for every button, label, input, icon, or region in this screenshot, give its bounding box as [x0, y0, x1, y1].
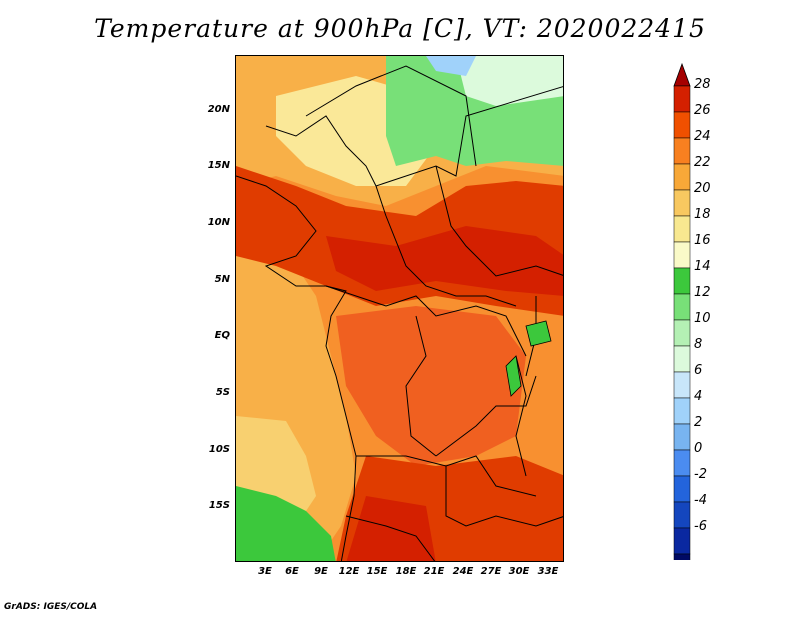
colorbar-swatch — [673, 527, 691, 555]
lat-label: EQ — [214, 330, 230, 341]
colorbar-label: 14 — [694, 259, 711, 274]
colorbar-label: 4 — [694, 389, 703, 404]
lon-label: 15E — [366, 566, 388, 577]
colorbar-swatch — [673, 371, 691, 399]
colorbar-swatch — [673, 85, 691, 113]
temperature-map — [235, 55, 564, 562]
colorbar-swatch — [673, 501, 691, 529]
colorbar-label: 28 — [694, 77, 711, 92]
colorbar-swatch — [673, 475, 691, 503]
colorbar — [673, 62, 691, 560]
colorbar-swatch — [673, 293, 691, 321]
footer-credit: GrADS: IGES/COLA — [4, 602, 98, 612]
colorbar-top-arrow — [673, 62, 691, 87]
colorbar-swatch — [673, 215, 691, 243]
political-borders — [236, 65, 563, 561]
colorbar-swatch — [673, 553, 691, 560]
colorbar-label: 22 — [694, 155, 711, 170]
northeast-pale-zone — [456, 56, 563, 106]
lon-label: 18E — [395, 566, 417, 577]
colorbar-label: 26 — [694, 103, 711, 118]
colorbar-swatch — [673, 137, 691, 165]
colorbar-swatch — [673, 319, 691, 347]
lon-label: 30E — [508, 566, 530, 577]
lat-label: 20N — [207, 104, 230, 115]
colorbar-label: 16 — [694, 233, 711, 248]
colorbar-swatch — [673, 163, 691, 191]
lat-label: 15S — [208, 500, 230, 511]
colorbar-label: -4 — [694, 493, 707, 508]
colorbar-swatch — [673, 345, 691, 373]
colorbar-label: 2 — [694, 415, 703, 430]
colorbar-label: -2 — [694, 467, 707, 482]
lon-label: 24E — [452, 566, 474, 577]
lon-label: 6E — [285, 566, 299, 577]
colorbar-label: 18 — [694, 207, 711, 222]
lat-label: 15N — [207, 160, 230, 171]
colorbar-label: 20 — [694, 181, 711, 196]
colorbar-label: 8 — [694, 337, 703, 352]
colorbar-swatch — [673, 423, 691, 451]
lat-label: 5N — [214, 274, 230, 285]
lon-label: 12E — [338, 566, 360, 577]
central-hottest-zone — [326, 226, 563, 296]
colorbar-swatch — [673, 111, 691, 139]
lon-label: 27E — [480, 566, 502, 577]
ocean-green-zone — [236, 486, 336, 561]
colorbar-swatch — [673, 241, 691, 269]
lon-label: 21E — [423, 566, 445, 577]
lon-label: 3E — [258, 566, 272, 577]
colorbar-label: 12 — [694, 285, 711, 300]
colorbar-label: 10 — [694, 311, 711, 326]
colorbar-label: 0 — [694, 441, 703, 456]
colorbar-swatch — [673, 449, 691, 477]
congo-basin-zone — [336, 306, 526, 466]
colorbar-label: -6 — [694, 519, 707, 534]
map-canvas — [236, 56, 563, 561]
great-lakes — [505, 320, 552, 397]
southern-hottest-zone — [346, 496, 436, 561]
lat-label: 10S — [208, 444, 230, 455]
lat-label: 10N — [207, 217, 230, 228]
colorbar-swatch — [673, 189, 691, 217]
colorbar-swatch — [673, 397, 691, 425]
lat-label: 5S — [215, 387, 230, 398]
northeast-blue-zone — [426, 56, 476, 76]
lon-label: 33E — [537, 566, 559, 577]
lon-label: 9E — [314, 566, 328, 577]
colorbar-label: 6 — [694, 363, 703, 378]
colorbar-label: 24 — [694, 129, 711, 144]
colorbar-swatch — [673, 267, 691, 295]
chart-title: Temperature at 900hPa [C], VT: 202002241… — [94, 14, 706, 43]
